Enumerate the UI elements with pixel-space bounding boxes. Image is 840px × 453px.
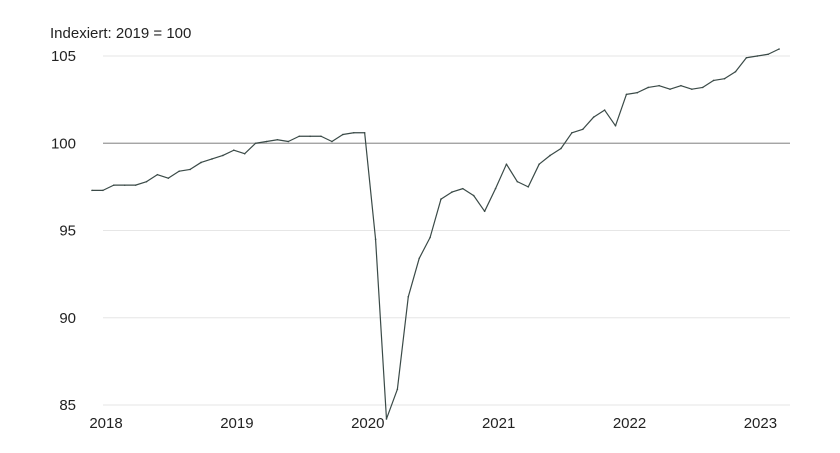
data-point <box>287 140 290 143</box>
y-tick-label: 95 <box>59 223 76 240</box>
data-point <box>483 210 486 213</box>
data-point <box>658 84 660 87</box>
y-tick-label: 85 <box>59 397 76 414</box>
data-point <box>538 163 540 165</box>
data-point <box>745 56 748 59</box>
data-point <box>592 116 595 118</box>
data-point <box>396 388 399 391</box>
data-point <box>527 186 530 188</box>
data-point <box>756 55 759 57</box>
x-tick-label: 2019 <box>220 415 253 432</box>
unit-label: Indexiert: 2019 = 100 <box>50 25 191 42</box>
data-point <box>145 180 148 183</box>
x-axis-ticks: 2018 2019 2020 2021 2022 2023 <box>89 415 777 432</box>
data-point <box>647 86 650 89</box>
data-point <box>309 135 311 138</box>
data-point <box>113 184 115 186</box>
data-point <box>451 191 453 193</box>
data-point <box>712 79 715 82</box>
data-point <box>211 158 213 160</box>
data-point <box>189 168 191 171</box>
data-point <box>265 140 268 143</box>
data-point <box>178 170 181 172</box>
data-point <box>440 198 442 200</box>
data-point <box>614 125 617 127</box>
data-point <box>625 93 628 96</box>
data-point <box>200 161 202 164</box>
y-tick-label: 90 <box>59 310 76 327</box>
x-tick-label: 2020 <box>351 415 384 432</box>
x-tick-label: 2018 <box>89 415 122 432</box>
y-tick-label: 100 <box>51 135 76 152</box>
data-point <box>462 187 464 190</box>
series-group <box>91 48 780 420</box>
data-point <box>243 152 246 155</box>
data-point <box>472 194 475 197</box>
data-point <box>276 138 279 141</box>
data-point <box>701 86 704 89</box>
data-point <box>418 257 420 260</box>
data-point <box>505 163 508 165</box>
data-point <box>603 109 606 111</box>
x-tick-label: 2021 <box>482 415 515 432</box>
data-point <box>691 88 693 90</box>
x-tick-label: 2022 <box>613 415 646 432</box>
data-point <box>232 149 235 152</box>
data-point <box>429 236 431 239</box>
data-point <box>734 70 737 73</box>
data-point <box>167 177 170 179</box>
data-point <box>123 184 126 186</box>
data-point <box>581 128 584 131</box>
data-point <box>723 77 726 80</box>
data-point <box>91 189 93 192</box>
data-point <box>320 135 322 138</box>
data-point <box>374 238 377 241</box>
data-point <box>636 91 639 94</box>
data-point <box>560 147 562 150</box>
data-point <box>298 135 301 138</box>
y-axis-ticks: 85 90 95 100 105 <box>51 48 76 414</box>
data-point <box>680 84 682 87</box>
data-point <box>494 187 497 190</box>
data-point <box>254 142 257 145</box>
y-tick-label: 105 <box>51 48 76 65</box>
series-line <box>92 48 780 420</box>
data-point <box>407 296 410 298</box>
data-point <box>134 184 137 186</box>
data-point <box>352 131 355 134</box>
data-point <box>516 180 519 183</box>
data-point <box>222 154 224 157</box>
data-point <box>571 131 573 134</box>
data-point <box>767 53 769 56</box>
data-point <box>156 173 159 176</box>
data-point <box>342 133 344 136</box>
data-point <box>778 48 780 50</box>
gridlines <box>103 55 790 406</box>
data-point <box>102 189 104 192</box>
x-tick-label: 2023 <box>744 415 777 432</box>
data-point <box>363 131 366 134</box>
data-point <box>331 140 333 143</box>
data-point <box>385 418 388 420</box>
data-point <box>669 88 671 90</box>
data-point <box>549 154 551 157</box>
